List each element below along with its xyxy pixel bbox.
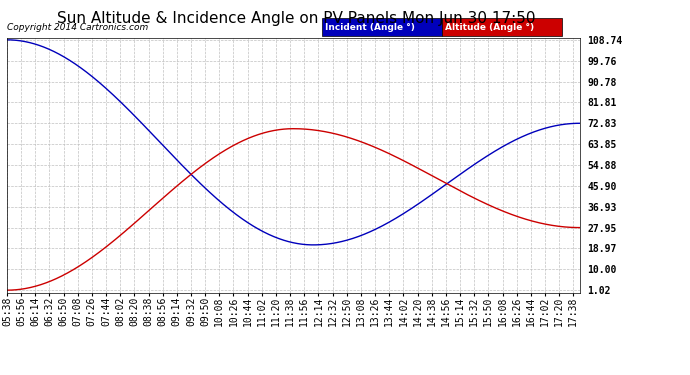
Text: Copyright 2014 Cartronics.com: Copyright 2014 Cartronics.com bbox=[7, 23, 148, 32]
Bar bbox=[322, 18, 442, 36]
Bar bbox=[442, 18, 562, 36]
Text: Incident (Angle °): Incident (Angle °) bbox=[325, 23, 415, 32]
Text: Sun Altitude & Incidence Angle on PV Panels Mon Jun 30 17:50: Sun Altitude & Incidence Angle on PV Pan… bbox=[57, 11, 536, 26]
Text: Altitude (Angle °): Altitude (Angle °) bbox=[445, 23, 534, 32]
